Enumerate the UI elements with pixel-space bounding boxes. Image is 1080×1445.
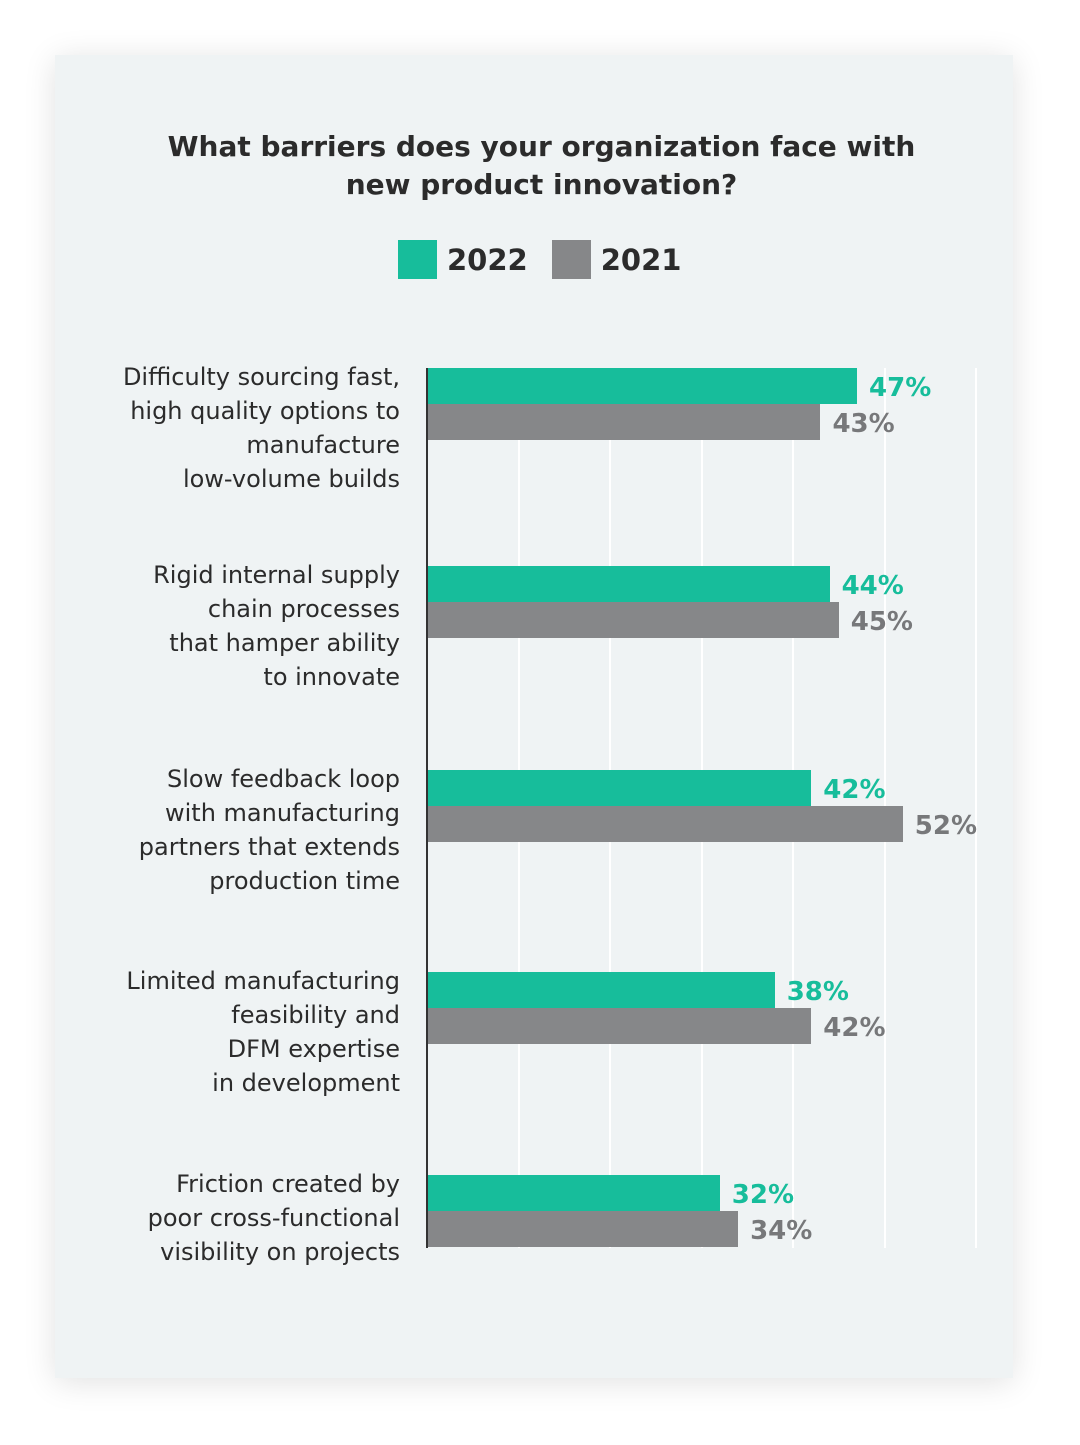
category-label-line: partners that extends — [138, 833, 400, 861]
bar-2022 — [427, 566, 830, 602]
data-label-2022: 38% — [786, 977, 849, 1007]
category-label-line: that hamper ability — [169, 629, 400, 657]
category-label: Slow feedback loop with manufacturing part… — [139, 762, 400, 898]
bar-2021 — [427, 806, 903, 842]
category-label-line: poor cross-functional — [147, 1204, 400, 1232]
category-label-line: chain processes — [207, 595, 400, 623]
category-label: Difficulty sourcing fast, high quality op… — [123, 360, 400, 496]
data-label-2022: 32% — [731, 1180, 795, 1210]
legend-swatch — [398, 240, 437, 279]
chart-card — [55, 55, 1013, 1378]
category-label-line: high quality options to — [130, 397, 400, 425]
category-label-line: DFM expertise — [227, 1035, 400, 1063]
category-label-line: Slow feedback loop — [167, 765, 400, 793]
chart-title: What barriers does your organization fac… — [0, 128, 1080, 204]
title-line: new product innovation? — [345, 168, 738, 201]
bar-2022 — [427, 972, 775, 1008]
data-label-2021: 43% — [832, 409, 895, 439]
data-label-2021: 42% — [823, 1013, 886, 1043]
category-label-line: to innovate — [263, 663, 400, 691]
category-label-line: production time — [209, 867, 400, 895]
bar-2021 — [427, 1211, 739, 1247]
data-label-2021: 52% — [914, 811, 978, 841]
legend-item-2022: 2022 — [398, 240, 528, 279]
data-label-2021: 34% — [750, 1216, 813, 1246]
bar-2021 — [427, 404, 821, 440]
legend-item-2021: 2021 — [551, 240, 682, 279]
data-label-2022: 42% — [823, 775, 886, 805]
category-label: Rigid internal supply chain processes that… — [153, 558, 400, 694]
category-label-line: with manufacturing — [164, 799, 400, 827]
category-label-line: feasibility and — [231, 1001, 400, 1029]
category-label-line: manufacture — [246, 431, 400, 459]
data-label-2022: 44% — [841, 571, 904, 601]
legend: 2022 2021 — [398, 240, 705, 279]
data-label-2022: 47% — [869, 373, 932, 403]
title-line: What barriers does your organization fac… — [167, 130, 916, 163]
category-label: Friction created by poor cross-functional… — [148, 1167, 400, 1269]
data-label-2021: 45% — [850, 607, 913, 637]
bar-2022 — [427, 770, 812, 806]
y-axis-line — [426, 368, 428, 1248]
category-label-line: low-volume builds — [182, 465, 400, 493]
category-label-line: in development — [212, 1069, 400, 1097]
category-label-line: Limited manufacturing — [126, 967, 400, 995]
legend-label: 2022 — [447, 242, 528, 277]
legend-swatch — [551, 240, 591, 279]
bar-2022 — [427, 368, 858, 404]
category-label-line: visibility on projects — [160, 1238, 400, 1266]
bar-2021 — [427, 602, 839, 638]
category-label-line: Difficulty sourcing fast, — [122, 363, 400, 391]
category-label-line: Friction created by — [176, 1170, 400, 1198]
bar-2022 — [427, 1175, 720, 1211]
legend-label: 2021 — [600, 242, 682, 277]
category-label: Limited manufacturing feasibility and DFM … — [126, 964, 400, 1100]
category-label-line: Rigid internal supply — [153, 561, 400, 589]
bar-2021 — [427, 1008, 812, 1044]
gridline — [975, 368, 977, 1248]
